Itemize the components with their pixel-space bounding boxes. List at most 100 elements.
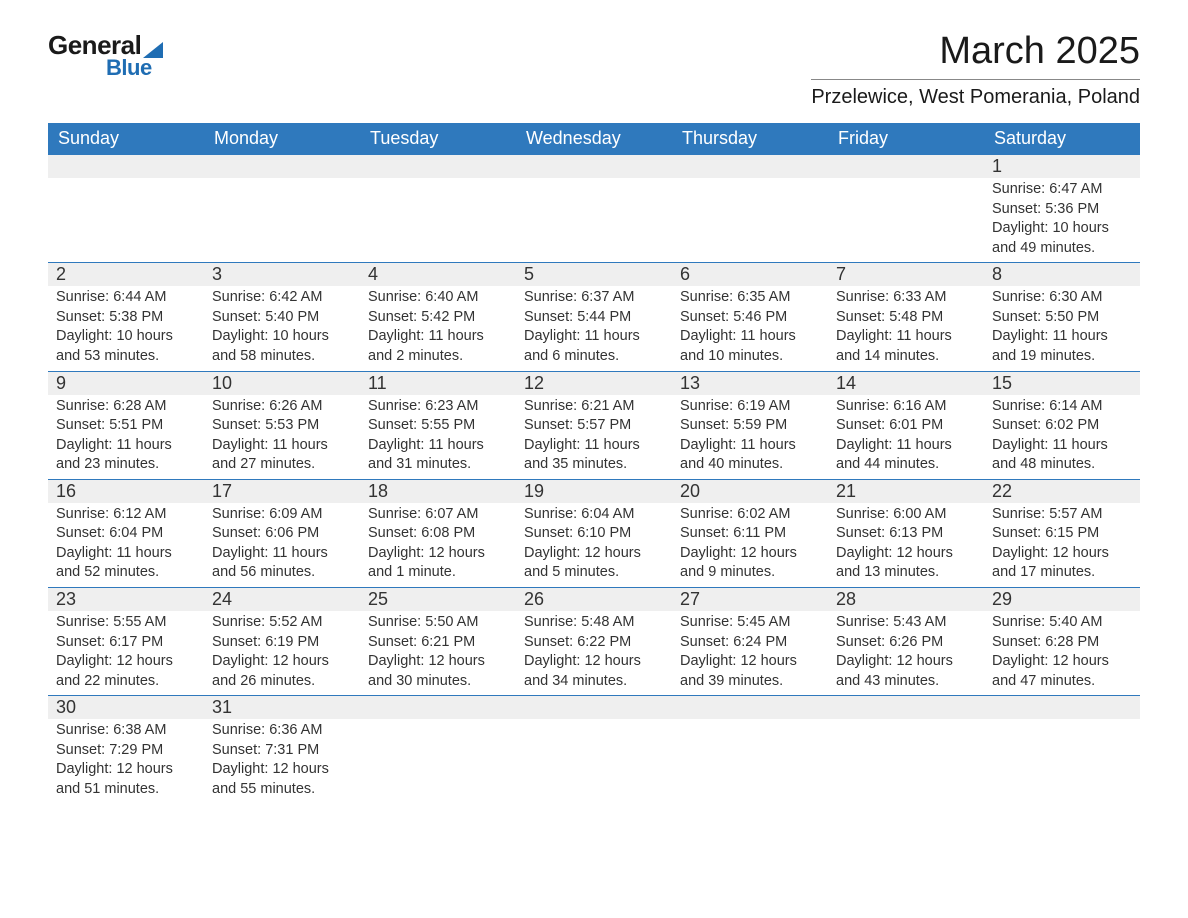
sunrise-line: Sunrise: 6:36 AM <box>212 721 352 741</box>
sunset-line: Sunset: 6:06 PM <box>212 524 352 544</box>
day-number-cell: 25 <box>360 588 516 612</box>
sunrise-line: Sunrise: 6:23 AM <box>368 397 508 417</box>
day-number-row: 3031 <box>48 696 1140 720</box>
daylight-line: Daylight: 11 hours and 19 minutes. <box>992 327 1132 366</box>
sunset-line: Sunset: 5:57 PM <box>524 416 664 436</box>
day-number-cell: 9 <box>48 371 204 395</box>
sunrise-line: Sunrise: 6:07 AM <box>368 505 508 525</box>
daylight-line: Daylight: 12 hours and 55 minutes. <box>212 760 352 799</box>
day-body-cell: Sunrise: 6:09 AMSunset: 6:06 PMDaylight:… <box>204 503 360 588</box>
weekday-header: Saturday <box>984 123 1140 155</box>
sunrise-line: Sunrise: 6:35 AM <box>680 288 820 308</box>
sunrise-line: Sunrise: 6:30 AM <box>992 288 1132 308</box>
daylight-line: Daylight: 11 hours and 35 minutes. <box>524 436 664 475</box>
day-number-cell <box>360 696 516 720</box>
daylight-line: Daylight: 12 hours and 26 minutes. <box>212 652 352 691</box>
header: General Blue March 2025 Przelewice, West… <box>48 30 1140 109</box>
day-body-row: Sunrise: 6:47 AMSunset: 5:36 PMDaylight:… <box>48 178 1140 263</box>
day-number-cell: 13 <box>672 371 828 395</box>
day-number-cell: 3 <box>204 263 360 287</box>
day-body-cell: Sunrise: 6:07 AMSunset: 6:08 PMDaylight:… <box>360 503 516 588</box>
daylight-line: Daylight: 12 hours and 43 minutes. <box>836 652 976 691</box>
sunrise-line: Sunrise: 6:04 AM <box>524 505 664 525</box>
sunset-line: Sunset: 6:11 PM <box>680 524 820 544</box>
sunrise-line: Sunrise: 6:02 AM <box>680 505 820 525</box>
day-number-cell: 26 <box>516 588 672 612</box>
day-number-row: 2345678 <box>48 263 1140 287</box>
day-number-cell: 6 <box>672 263 828 287</box>
day-body-cell: Sunrise: 5:52 AMSunset: 6:19 PMDaylight:… <box>204 611 360 696</box>
title-block: March 2025 Przelewice, West Pomerania, P… <box>811 30 1140 109</box>
sunset-line: Sunset: 5:42 PM <box>368 308 508 328</box>
day-body-cell <box>516 178 672 263</box>
day-number-cell: 11 <box>360 371 516 395</box>
sunrise-line: Sunrise: 6:21 AM <box>524 397 664 417</box>
sunset-line: Sunset: 5:55 PM <box>368 416 508 436</box>
day-body-cell: Sunrise: 6:26 AMSunset: 5:53 PMDaylight:… <box>204 395 360 480</box>
daylight-line: Daylight: 11 hours and 23 minutes. <box>56 436 196 475</box>
day-number-cell: 19 <box>516 479 672 503</box>
day-body-row: Sunrise: 6:38 AMSunset: 7:29 PMDaylight:… <box>48 719 1140 803</box>
day-body-cell: Sunrise: 6:36 AMSunset: 7:31 PMDaylight:… <box>204 719 360 803</box>
day-number-cell <box>672 155 828 179</box>
day-number-cell <box>672 696 828 720</box>
calendar-table: SundayMondayTuesdayWednesdayThursdayFrid… <box>48 123 1140 804</box>
weekday-header: Thursday <box>672 123 828 155</box>
sunset-line: Sunset: 6:08 PM <box>368 524 508 544</box>
sunrise-line: Sunrise: 5:52 AM <box>212 613 352 633</box>
day-number-cell: 21 <box>828 479 984 503</box>
daylight-line: Daylight: 11 hours and 52 minutes. <box>56 544 196 583</box>
daylight-line: Daylight: 11 hours and 48 minutes. <box>992 436 1132 475</box>
sunset-line: Sunset: 5:46 PM <box>680 308 820 328</box>
sunset-line: Sunset: 5:59 PM <box>680 416 820 436</box>
day-body-cell <box>48 178 204 263</box>
daylight-line: Daylight: 10 hours and 58 minutes. <box>212 327 352 366</box>
page-subtitle: Przelewice, West Pomerania, Poland <box>811 79 1140 109</box>
day-body-row: Sunrise: 6:44 AMSunset: 5:38 PMDaylight:… <box>48 286 1140 371</box>
day-body-cell <box>360 178 516 263</box>
day-number-cell: 14 <box>828 371 984 395</box>
day-body-cell: Sunrise: 6:21 AMSunset: 5:57 PMDaylight:… <box>516 395 672 480</box>
day-number-cell <box>204 155 360 179</box>
daylight-line: Daylight: 12 hours and 22 minutes. <box>56 652 196 691</box>
sunset-line: Sunset: 6:22 PM <box>524 633 664 653</box>
weekday-header: Monday <box>204 123 360 155</box>
day-body-cell: Sunrise: 6:47 AMSunset: 5:36 PMDaylight:… <box>984 178 1140 263</box>
day-body-cell <box>672 178 828 263</box>
day-body-cell: Sunrise: 5:50 AMSunset: 6:21 PMDaylight:… <box>360 611 516 696</box>
logo: General Blue <box>48 30 188 81</box>
day-number-cell: 2 <box>48 263 204 287</box>
day-body-cell: Sunrise: 6:40 AMSunset: 5:42 PMDaylight:… <box>360 286 516 371</box>
daylight-line: Daylight: 12 hours and 30 minutes. <box>368 652 508 691</box>
daylight-line: Daylight: 12 hours and 39 minutes. <box>680 652 820 691</box>
daylight-line: Daylight: 11 hours and 27 minutes. <box>212 436 352 475</box>
day-number-cell: 22 <box>984 479 1140 503</box>
day-number-cell <box>828 155 984 179</box>
day-number-cell: 8 <box>984 263 1140 287</box>
sunrise-line: Sunrise: 5:55 AM <box>56 613 196 633</box>
day-body-row: Sunrise: 6:12 AMSunset: 6:04 PMDaylight:… <box>48 503 1140 588</box>
day-number-cell <box>360 155 516 179</box>
day-number-cell <box>828 696 984 720</box>
weekday-header: Tuesday <box>360 123 516 155</box>
day-number-cell <box>48 155 204 179</box>
day-body-cell <box>204 178 360 263</box>
day-body-cell: Sunrise: 6:38 AMSunset: 7:29 PMDaylight:… <box>48 719 204 803</box>
day-body-cell <box>984 719 1140 803</box>
sunrise-line: Sunrise: 6:12 AM <box>56 505 196 525</box>
sunset-line: Sunset: 6:01 PM <box>836 416 976 436</box>
day-body-cell: Sunrise: 5:55 AMSunset: 6:17 PMDaylight:… <box>48 611 204 696</box>
weekday-header: Friday <box>828 123 984 155</box>
day-body-cell: Sunrise: 6:04 AMSunset: 6:10 PMDaylight:… <box>516 503 672 588</box>
day-number-cell: 31 <box>204 696 360 720</box>
day-body-cell: Sunrise: 6:00 AMSunset: 6:13 PMDaylight:… <box>828 503 984 588</box>
day-number-row: 16171819202122 <box>48 479 1140 503</box>
day-number-row: 23242526272829 <box>48 588 1140 612</box>
sunrise-line: Sunrise: 5:43 AM <box>836 613 976 633</box>
sunrise-line: Sunrise: 6:37 AM <box>524 288 664 308</box>
day-number-cell: 24 <box>204 588 360 612</box>
day-body-cell <box>516 719 672 803</box>
daylight-line: Daylight: 12 hours and 17 minutes. <box>992 544 1132 583</box>
day-body-cell: Sunrise: 6:37 AMSunset: 5:44 PMDaylight:… <box>516 286 672 371</box>
sunset-line: Sunset: 5:38 PM <box>56 308 196 328</box>
